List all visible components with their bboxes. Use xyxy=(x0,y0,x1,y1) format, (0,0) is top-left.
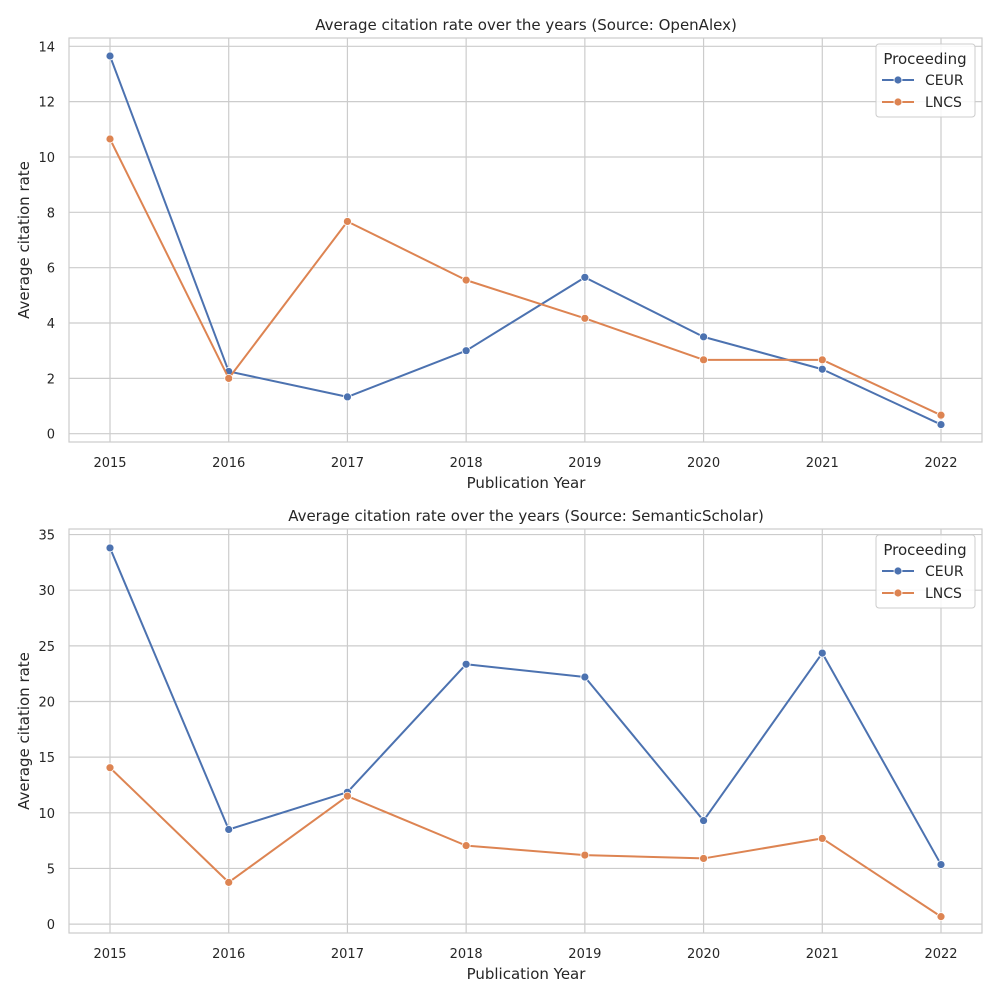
y-tick-label: 15 xyxy=(38,751,55,766)
y-tick-label: 0 xyxy=(47,428,55,443)
data-point-lncs xyxy=(343,217,352,226)
data-point-ceur xyxy=(817,648,827,658)
chart-title: Average citation rate over the years (So… xyxy=(288,507,764,525)
series-line-lncs xyxy=(109,767,942,918)
y-tick-label: 30 xyxy=(38,584,55,599)
series-line-ceur xyxy=(109,547,942,866)
data-point-lncs xyxy=(936,912,946,922)
semanticscholar-chart: Average citation rate over the years (So… xyxy=(15,507,983,983)
legend: Proceeding CEUR LNCS xyxy=(875,43,976,118)
x-tick-label: 2016 xyxy=(212,947,245,962)
legend-marker-lncs xyxy=(893,97,903,107)
y-tick-label: 20 xyxy=(38,696,55,711)
data-point-ceur xyxy=(461,659,471,669)
x-tick-label: 2019 xyxy=(568,456,601,471)
data-point-lncs xyxy=(105,763,115,773)
plot-frame xyxy=(68,37,983,443)
data-point-ceur xyxy=(936,420,946,429)
series-line-ceur xyxy=(109,55,942,426)
data-point-ceur xyxy=(699,816,708,825)
data-point-lncs xyxy=(580,850,590,860)
y-tick-label: 8 xyxy=(47,206,55,221)
data-point-ceur xyxy=(936,860,946,869)
y-axis-label: Average citation rate xyxy=(15,652,33,810)
legend: Proceeding CEUR LNCS xyxy=(875,534,976,609)
data-point-lncs xyxy=(817,833,827,843)
legend-marker-ceur xyxy=(893,566,903,576)
legend-title: Proceeding xyxy=(883,541,966,559)
x-axis-label: Publication Year xyxy=(467,474,587,492)
y-tick-label: 12 xyxy=(38,96,55,111)
x-axis-label: Publication Year xyxy=(467,965,587,983)
data-point-ceur xyxy=(343,392,352,402)
series-line-lncs xyxy=(109,138,942,417)
x-tick-label: 2019 xyxy=(568,947,601,962)
y-tick-label: 10 xyxy=(38,151,55,166)
x-tick-label: 2015 xyxy=(93,947,126,962)
x-tick-label: 2017 xyxy=(331,456,364,471)
data-point-lncs xyxy=(699,854,708,863)
y-tick-label: 10 xyxy=(38,807,55,822)
data-point-ceur xyxy=(105,51,115,61)
data-point-ceur xyxy=(580,672,590,682)
legend-marker-ceur xyxy=(893,75,903,85)
y-tick-label: 14 xyxy=(38,40,55,55)
data-point-lncs xyxy=(817,355,827,365)
x-tick-label: 2021 xyxy=(806,456,839,471)
data-point-ceur xyxy=(817,364,827,374)
x-tick-label: 2018 xyxy=(450,456,483,471)
data-point-lncs xyxy=(461,275,471,285)
x-tick-label: 2020 xyxy=(687,456,720,471)
legend-title: Proceeding xyxy=(883,50,966,68)
legend-marker-lncs xyxy=(893,588,903,598)
x-tick-label: 2022 xyxy=(924,947,957,962)
y-axis-label: Average citation rate xyxy=(15,161,33,319)
data-point-lncs xyxy=(224,877,234,887)
y-tick-label: 5 xyxy=(47,862,55,877)
plot-frame xyxy=(68,528,983,934)
x-tick-label: 2020 xyxy=(687,947,720,962)
legend-label-ceur: CEUR xyxy=(925,73,964,89)
x-tick-label: 2017 xyxy=(331,947,364,962)
openalex-chart: Average citation rate over the years (So… xyxy=(15,16,983,492)
y-tick-label: 0 xyxy=(47,918,55,933)
x-tick-label: 2015 xyxy=(93,456,126,471)
data-point-lncs xyxy=(580,313,590,323)
legend-label-lncs: LNCS xyxy=(925,586,962,602)
data-point-ceur xyxy=(699,332,708,342)
legend-label-lncs: LNCS xyxy=(925,95,962,111)
data-point-lncs xyxy=(105,134,115,144)
data-point-lncs xyxy=(699,355,708,365)
x-tick-label: 2018 xyxy=(450,947,483,962)
data-point-lncs xyxy=(936,410,946,420)
legend-label-ceur: CEUR xyxy=(925,564,964,580)
data-point-lncs xyxy=(461,841,471,851)
y-tick-label: 35 xyxy=(38,529,55,544)
data-point-ceur xyxy=(461,346,471,356)
x-tick-label: 2016 xyxy=(212,456,245,471)
data-point-lncs xyxy=(343,791,352,801)
y-tick-label: 25 xyxy=(38,640,55,655)
y-tick-label: 2 xyxy=(47,372,55,387)
x-tick-label: 2022 xyxy=(924,456,957,471)
chart-title: Average citation rate over the years (So… xyxy=(315,16,737,34)
data-point-ceur xyxy=(224,825,234,834)
data-point-ceur xyxy=(105,543,115,553)
y-tick-label: 6 xyxy=(47,262,55,277)
data-point-ceur xyxy=(580,272,590,282)
y-tick-label: 4 xyxy=(47,317,55,332)
x-tick-label: 2021 xyxy=(806,947,839,962)
data-point-lncs xyxy=(224,373,234,383)
